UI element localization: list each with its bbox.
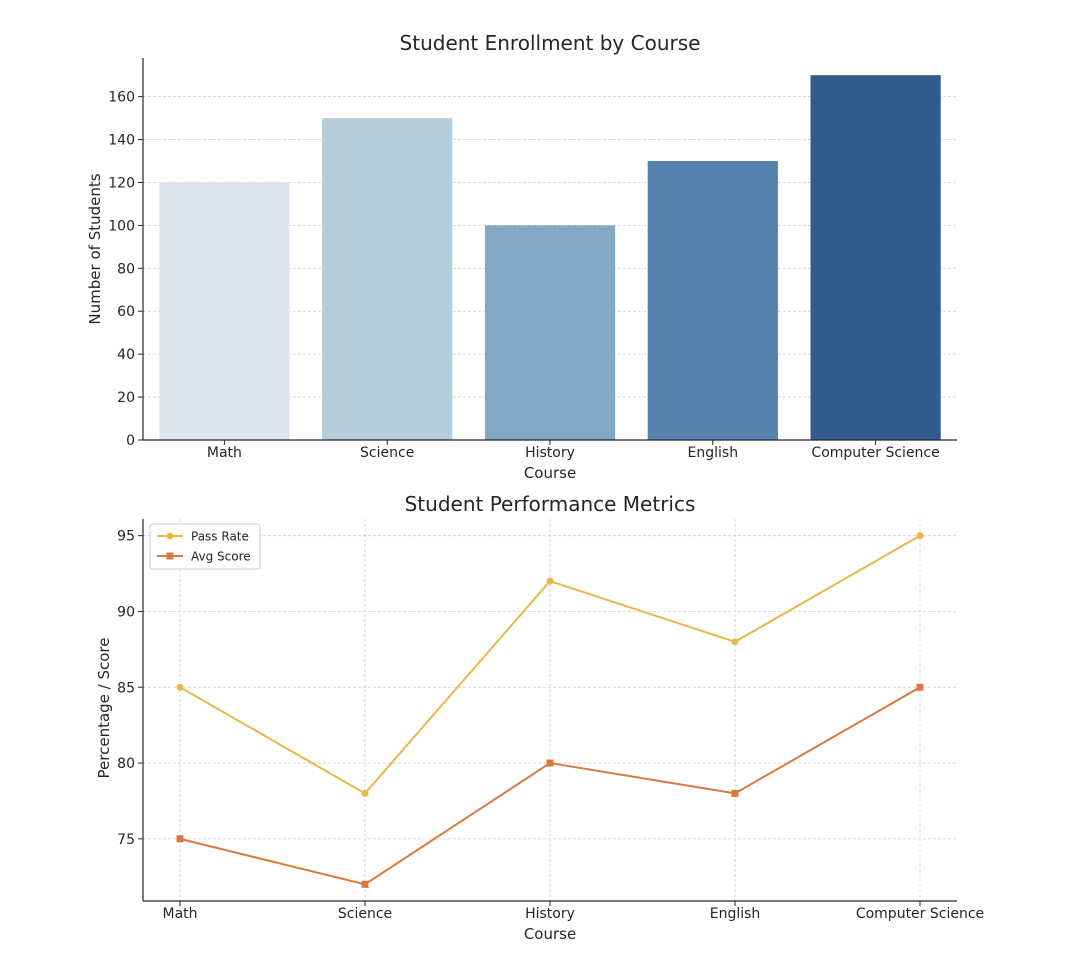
bar-computer-science bbox=[810, 75, 941, 440]
chart1-x-tick-label: History bbox=[525, 445, 575, 461]
bar-math bbox=[159, 182, 290, 440]
chart1-y-tick-label: 20 bbox=[117, 390, 135, 406]
bar-history bbox=[484, 225, 616, 440]
chart1-y-tick-label: 60 bbox=[117, 304, 135, 320]
point-pass-rate bbox=[546, 577, 554, 585]
chart1-x-tick-label: Math bbox=[207, 445, 242, 461]
enrollment-bar-chart: 0 20 40 60 80 100 120 140 160 Math Science History… bbox=[86, 31, 957, 482]
chart1-y-tick-label: 0 bbox=[126, 433, 135, 449]
chart1-x-axis-label: Course bbox=[524, 464, 576, 482]
chart2-x-tick-label: Computer Science bbox=[856, 906, 984, 922]
point-avg-score bbox=[916, 683, 924, 691]
chart2-gridlines bbox=[143, 519, 957, 901]
chart1-x-tick-label: Science bbox=[360, 445, 414, 461]
point-avg-score bbox=[546, 759, 554, 767]
chart2-y-tick-label: 90 bbox=[117, 604, 135, 620]
legend-label-avg-score: Avg Score bbox=[191, 550, 251, 564]
chart2-x-ticks: Math Science History English Computer Scienc… bbox=[162, 901, 984, 922]
chart2-y-tick-label: 95 bbox=[117, 529, 135, 545]
chart1-title: Student Enrollment by Course bbox=[400, 31, 701, 55]
chart1-x-tick-label: Computer Science bbox=[811, 445, 939, 461]
chart1-bars bbox=[159, 75, 941, 440]
legend-label-pass-rate: Pass Rate bbox=[191, 530, 249, 544]
chart2-series bbox=[176, 532, 924, 888]
chart1-y-tick-label: 80 bbox=[117, 261, 135, 277]
chart1-x-tick-label: English bbox=[688, 445, 739, 461]
point-pass-rate bbox=[731, 638, 739, 646]
chart2-y-tick-label: 75 bbox=[117, 832, 135, 848]
point-avg-score bbox=[361, 880, 369, 888]
chart1-x-ticks: Math Science History English Computer Scienc… bbox=[207, 440, 940, 461]
chart2-title: Student Performance Metrics bbox=[405, 492, 696, 516]
legend-marker-pass-rate bbox=[166, 532, 174, 540]
point-avg-score bbox=[731, 789, 739, 797]
chart1-y-tick-label: 160 bbox=[108, 90, 135, 106]
chart1-y-tick-label: 120 bbox=[108, 175, 135, 191]
chart1-y-ticks: 0 20 40 60 80 100 120 140 160 bbox=[108, 90, 143, 449]
point-avg-score bbox=[176, 835, 184, 843]
chart2-y-axis-label: Percentage / Score bbox=[95, 638, 113, 779]
chart1-y-tick-label: 40 bbox=[117, 347, 135, 363]
chart2-x-tick-label: Science bbox=[338, 906, 392, 922]
chart2-x-axis-label: Course bbox=[524, 925, 576, 943]
chart2-x-tick-label: English bbox=[710, 906, 761, 922]
chart2-x-tick-label: Math bbox=[162, 906, 197, 922]
point-pass-rate bbox=[361, 789, 369, 797]
chart1-y-axis-label: Number of Students bbox=[86, 173, 104, 324]
chart1-y-tick-label: 100 bbox=[108, 218, 135, 234]
chart2-x-tick-label: History bbox=[525, 906, 575, 922]
chart2-y-ticks: 75 80 85 90 95 bbox=[117, 529, 143, 848]
legend-marker-avg-score bbox=[166, 552, 174, 560]
point-pass-rate bbox=[176, 683, 184, 691]
performance-line-chart: 75 80 85 90 95 Math Science History English Comp… bbox=[95, 492, 984, 943]
chart2-y-tick-label: 85 bbox=[117, 680, 135, 696]
bar-science bbox=[322, 118, 453, 440]
chart1-y-tick-label: 140 bbox=[108, 133, 135, 149]
bar-english bbox=[647, 161, 778, 440]
chart2-y-tick-label: 80 bbox=[117, 756, 135, 772]
chart2-legend: Pass Rate Avg Score bbox=[149, 523, 261, 570]
point-pass-rate bbox=[916, 532, 924, 540]
